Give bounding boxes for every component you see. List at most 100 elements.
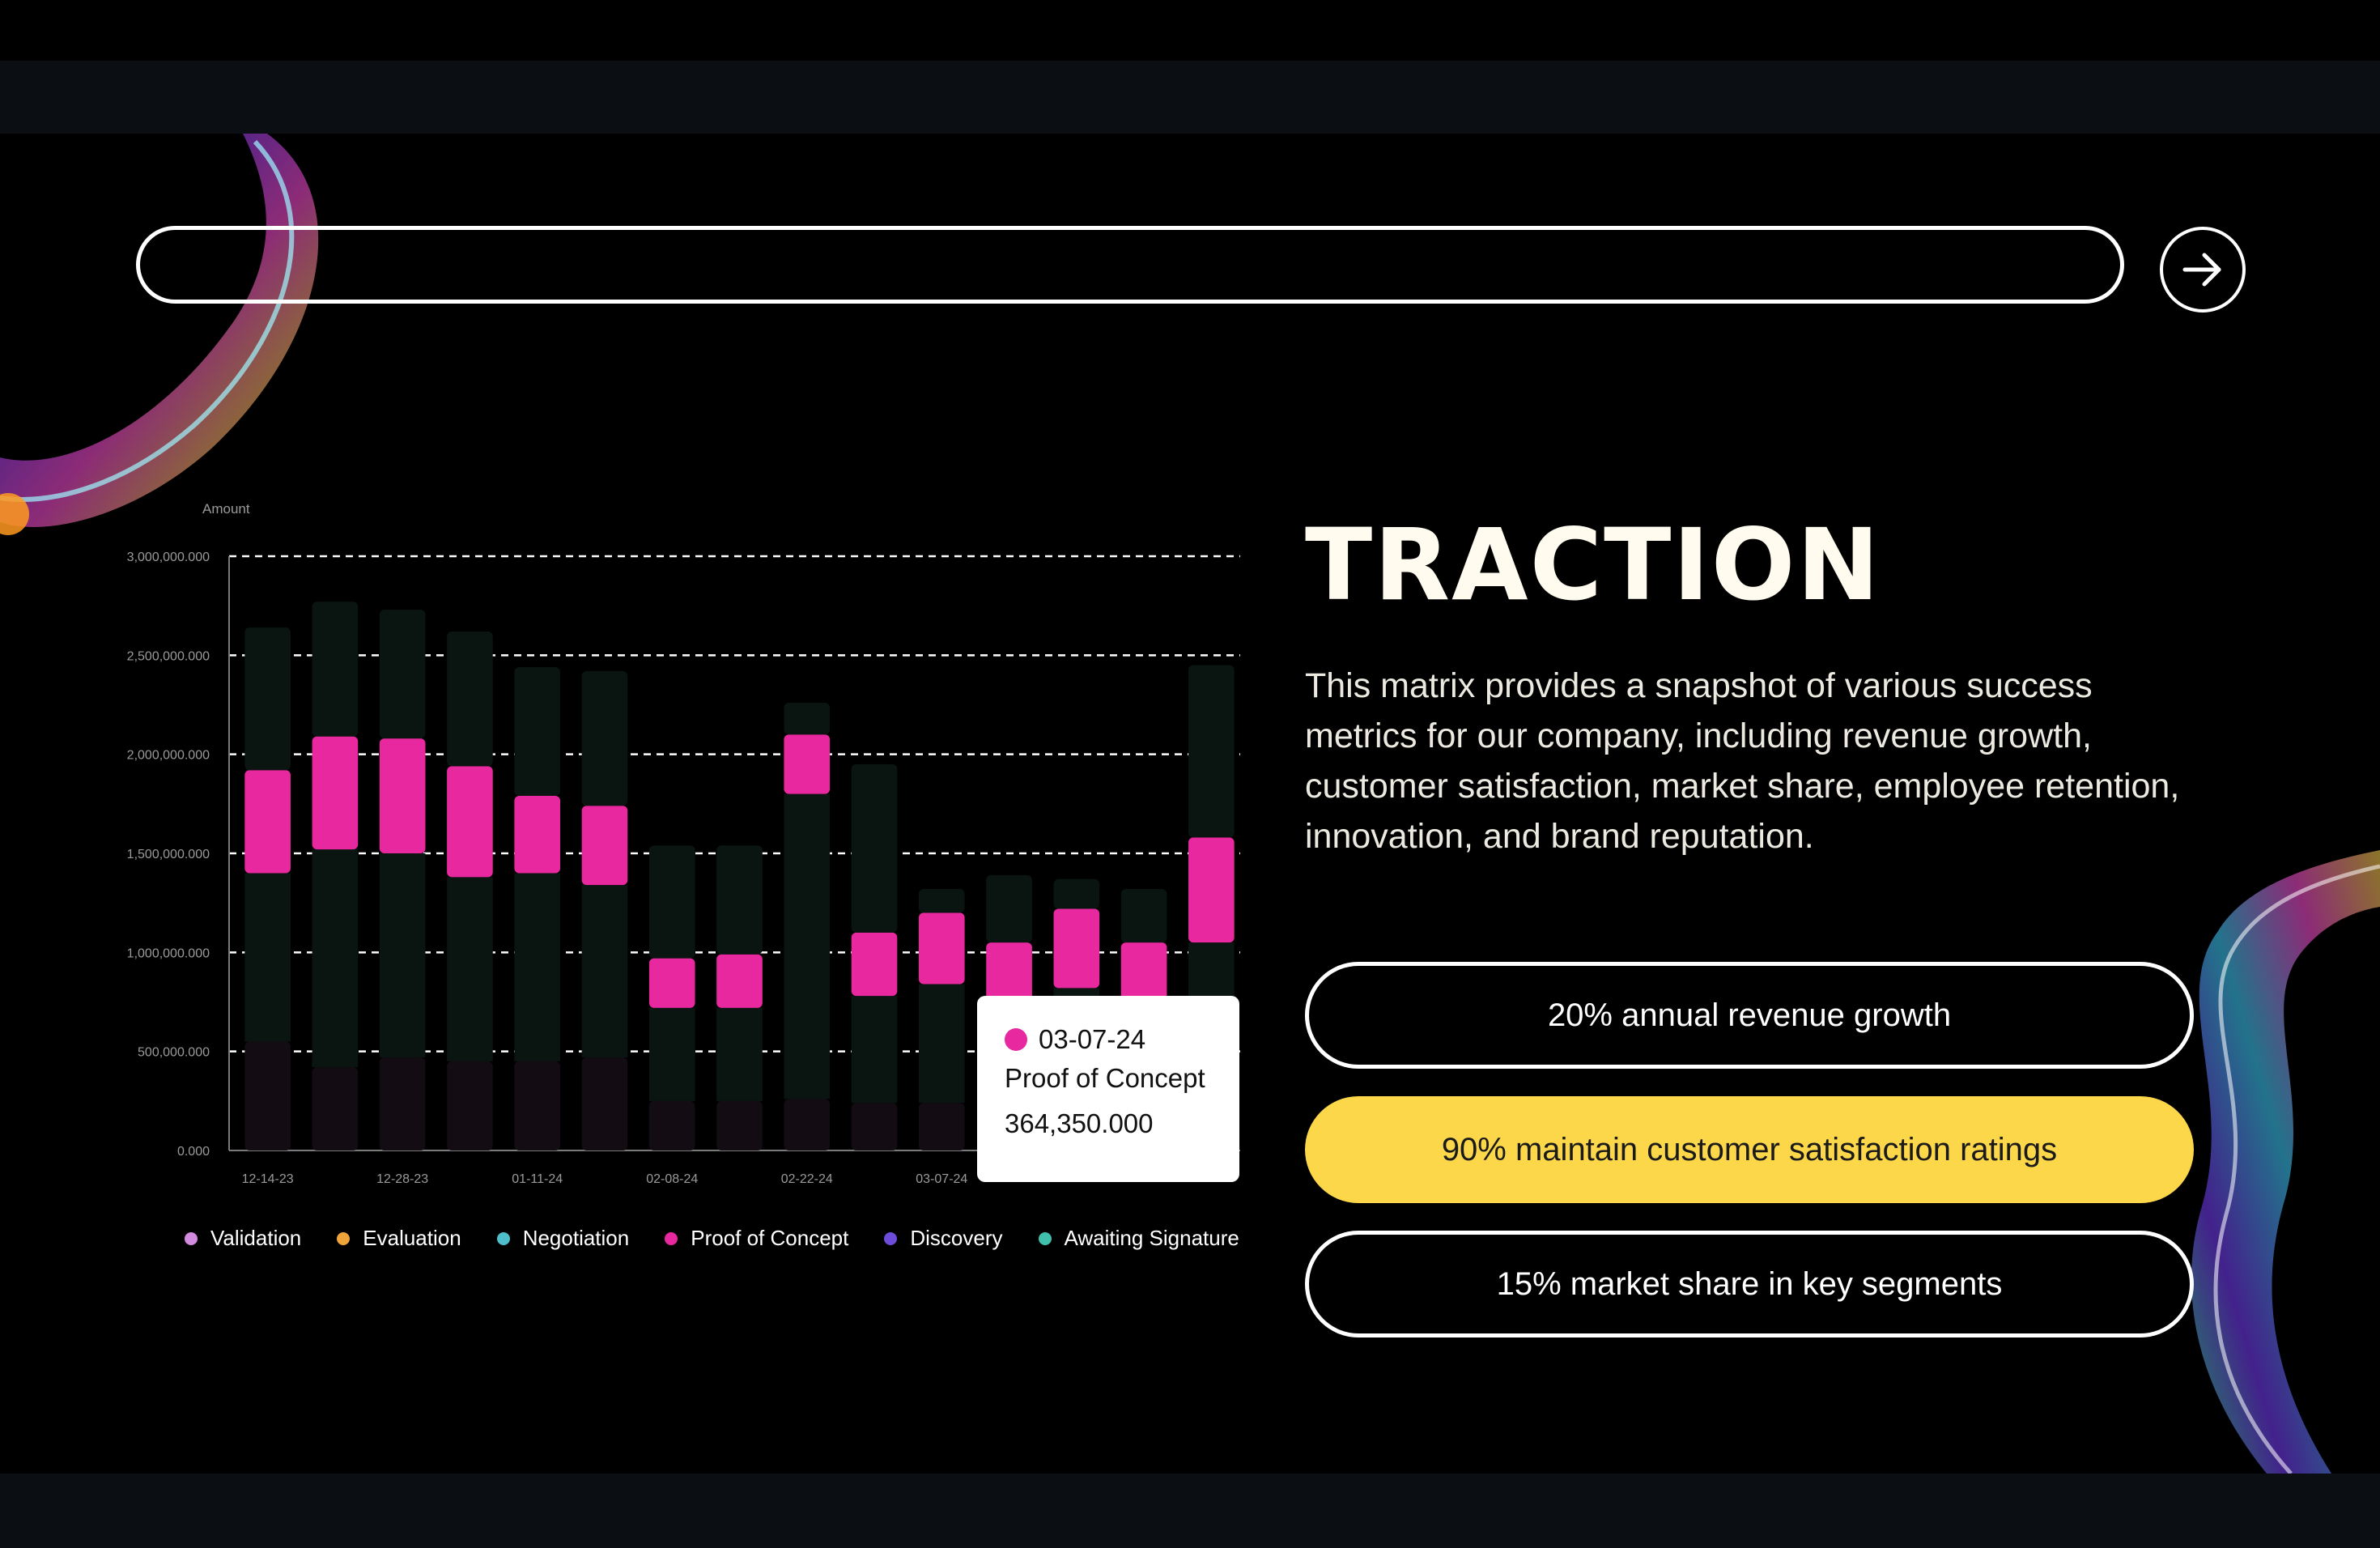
- bar-segment-base: [784, 1099, 831, 1150]
- bar-segment-proof-of-concept: [986, 942, 1032, 1010]
- legend-label: Evaluation: [363, 1226, 461, 1250]
- legend-item[interactable]: Proof of Concept: [665, 1226, 848, 1251]
- bar-segment-proof-of-concept: [648, 958, 695, 1008]
- legend-label: Awaiting Signature: [1064, 1226, 1239, 1250]
- metric-pill-label: 15% market share in key segments: [1496, 1265, 2003, 1302]
- bar-segment-top: [648, 845, 695, 959]
- bar-segment-mid: [244, 873, 291, 1042]
- bar-segment-proof-of-concept: [1188, 837, 1235, 943]
- legend-item[interactable]: Validation: [185, 1226, 301, 1251]
- bar-segment-base: [648, 1100, 695, 1150]
- bar-segment-proof-of-concept: [1120, 942, 1167, 1010]
- bar-segment-proof-of-concept: [918, 912, 965, 985]
- metric-pill-label: 90% maintain customer satisfaction ratin…: [1441, 1131, 2058, 1167]
- bar-segment-base: [514, 1061, 561, 1150]
- bar-segment-base: [447, 1061, 493, 1150]
- bar-segment-proof-of-concept: [379, 738, 426, 853]
- bar-segment-top: [1120, 889, 1167, 943]
- legend-dot: [665, 1231, 678, 1245]
- y-tick-label: 1,000,000.000: [127, 946, 210, 960]
- bar-segment-mid: [312, 849, 359, 1068]
- y-tick-label: 2,000,000.000: [127, 749, 210, 763]
- bar-segment-mid: [784, 793, 831, 1099]
- bar-segment-proof-of-concept: [716, 954, 763, 1008]
- bar-segment-top: [784, 703, 831, 735]
- bar-segment-proof-of-concept: [244, 770, 291, 874]
- metric-pill-revenue[interactable]: 20% annual revenue growth: [1305, 962, 2194, 1069]
- bar-segment-base: [851, 1103, 898, 1150]
- bar-segment-top: [447, 631, 493, 767]
- x-tick-label: 12-28-23: [376, 1172, 428, 1186]
- bar-segment-mid: [648, 1007, 695, 1101]
- metric-pill-label: 20% annual revenue growth: [1547, 997, 1952, 1033]
- bar-segment-proof-of-concept: [514, 796, 561, 874]
- legend-label: Proof of Concept: [691, 1226, 849, 1250]
- bar-segment-top: [851, 763, 898, 933]
- bar-segment-base: [581, 1057, 628, 1150]
- x-tick-label: 12-14-23: [242, 1172, 294, 1186]
- bar-segment-top: [312, 602, 359, 737]
- bar-segment-top: [581, 670, 628, 806]
- bar-segment-proof-of-concept: [851, 932, 898, 997]
- bar-segment-mid: [379, 853, 426, 1058]
- bar-segment-top: [716, 845, 763, 955]
- legend-label: Validation: [210, 1226, 302, 1250]
- x-tick-label: 02-22-24: [781, 1172, 833, 1186]
- bar-segment-mid: [447, 877, 493, 1061]
- y-tick-label: 500,000.000: [138, 1046, 210, 1060]
- bar-segment-base: [379, 1057, 426, 1150]
- arrow-right-icon: [2182, 253, 2221, 287]
- bar-segment-mid: [514, 873, 561, 1061]
- bar-segment-proof-of-concept: [1053, 908, 1100, 989]
- bar-segment-mid: [918, 984, 965, 1104]
- search-input[interactable]: [136, 226, 2124, 304]
- metric-pill-market-share[interactable]: 15% market share in key segments: [1305, 1231, 2194, 1337]
- bar-segment-base: [918, 1103, 965, 1150]
- bar-segment-top: [514, 667, 561, 797]
- bar-segment-proof-of-concept: [784, 734, 831, 794]
- legend-label: Discovery: [910, 1226, 1003, 1250]
- bar-segment-top: [244, 627, 291, 771]
- bar-segment-proof-of-concept: [581, 806, 628, 886]
- legend-item[interactable]: Awaiting Signature: [1038, 1226, 1239, 1251]
- page-description: This matrix provides a snapshot of vario…: [1305, 666, 2180, 856]
- bar-segment-base: [312, 1067, 359, 1150]
- bar-segment-top: [1188, 665, 1235, 838]
- tooltip-series-dot: [1005, 1028, 1027, 1051]
- y-tick-label: 3,000,000.000: [127, 551, 210, 564]
- bar-segment-base: [716, 1100, 763, 1150]
- bar-segment-top: [986, 874, 1032, 943]
- bar-segment-top: [379, 610, 426, 739]
- bar-segment-top: [918, 889, 965, 913]
- top-frame: [0, 61, 2380, 134]
- legend-dot: [884, 1231, 898, 1245]
- x-tick-label: 01-11-24: [512, 1172, 563, 1186]
- chart-legend: Validation Evaluation Negotiation Proof of …: [185, 1226, 1239, 1251]
- legend-dot: [185, 1231, 198, 1245]
- bar-segment-proof-of-concept: [312, 736, 359, 850]
- bar-segment-base: [244, 1041, 291, 1150]
- x-tick-label: 02-08-24: [646, 1172, 698, 1186]
- tooltip-series: Proof of Concept: [1005, 1063, 1205, 1093]
- y-tick-label: 2,500,000.000: [127, 649, 210, 663]
- y-tick-label: 1,500,000.000: [127, 848, 210, 861]
- bar-segment-mid: [716, 1007, 763, 1101]
- legend-item[interactable]: Discovery: [884, 1226, 1003, 1251]
- bar-segment-proof-of-concept: [447, 766, 493, 878]
- bar-segment-top: [1053, 878, 1100, 909]
- y-axis-label: Amount: [202, 501, 250, 517]
- legend-dot: [496, 1231, 510, 1245]
- x-tick-label: 03-07-24: [916, 1172, 967, 1186]
- y-tick-label: 0.000: [177, 1145, 210, 1159]
- metric-pill-satisfaction[interactable]: 90% maintain customer satisfaction ratin…: [1305, 1096, 2194, 1203]
- legend-label: Negotiation: [522, 1226, 630, 1250]
- bar-segment-mid: [851, 996, 898, 1104]
- go-button[interactable]: [2160, 227, 2246, 313]
- bottom-frame: [0, 1474, 2380, 1548]
- legend-dot: [337, 1231, 351, 1245]
- tooltip-value: 364,350.000: [1005, 1108, 1154, 1138]
- legend-item[interactable]: Negotiation: [496, 1226, 630, 1251]
- chart-tooltip: 03-07-24 Proof of Concept 364,350.000: [977, 996, 1239, 1182]
- legend-item[interactable]: Evaluation: [337, 1226, 461, 1251]
- page-title: TRACTION: [1305, 508, 1881, 623]
